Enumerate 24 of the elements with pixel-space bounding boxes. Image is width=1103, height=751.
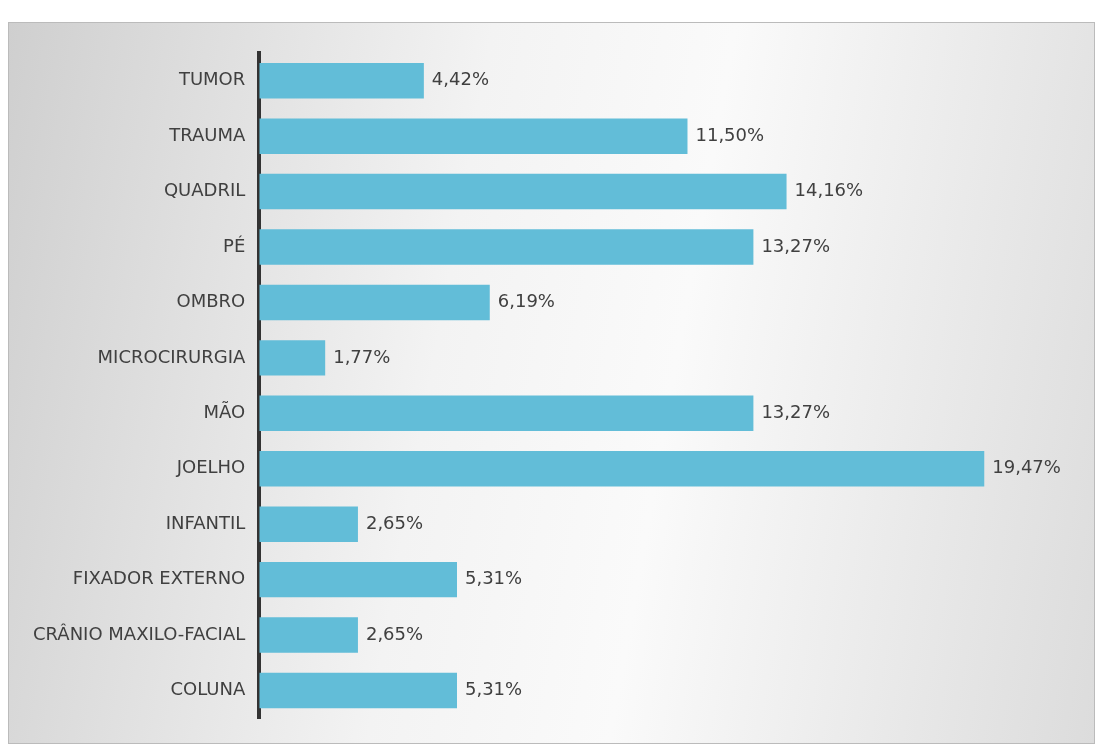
y-tick-label: MICROCIRURGIA: [97, 345, 246, 367]
y-tick-label: PÉ: [223, 234, 246, 256]
y-tick-label: OMBRO: [176, 290, 246, 312]
y-tick-label: MÃO: [203, 400, 246, 422]
data-label: 1,77%: [333, 345, 391, 367]
data-label: 5,31%: [465, 678, 523, 700]
data-label: 4,42%: [431, 68, 490, 90]
data-label: 5,31%: [465, 567, 523, 589]
data-label: 19,47%: [992, 456, 1061, 478]
y-tick-label: COLUNA: [170, 678, 246, 700]
data-label: 2,65%: [365, 622, 424, 644]
data-label: 14,16%: [794, 179, 864, 201]
y-tick-label: INFANTIL: [165, 511, 246, 533]
y-tick-label: JOELHO: [175, 456, 246, 478]
data-label: 13,27%: [761, 234, 831, 256]
data-label: 11,50%: [695, 123, 765, 145]
data-label: 13,27%: [761, 400, 831, 422]
data-label: 6,19%: [497, 290, 555, 312]
y-tick-label: QUADRIL: [163, 179, 246, 201]
y-tick-label: FIXADOR EXTERNO: [72, 567, 246, 589]
y-tick-label: TUMOR: [177, 68, 246, 90]
y-tick-label: CRÂNIO MAXILO-FACIAL: [32, 622, 246, 644]
y-tick-label: TRAUMA: [168, 123, 246, 145]
data-label: 2,65%: [365, 511, 424, 533]
